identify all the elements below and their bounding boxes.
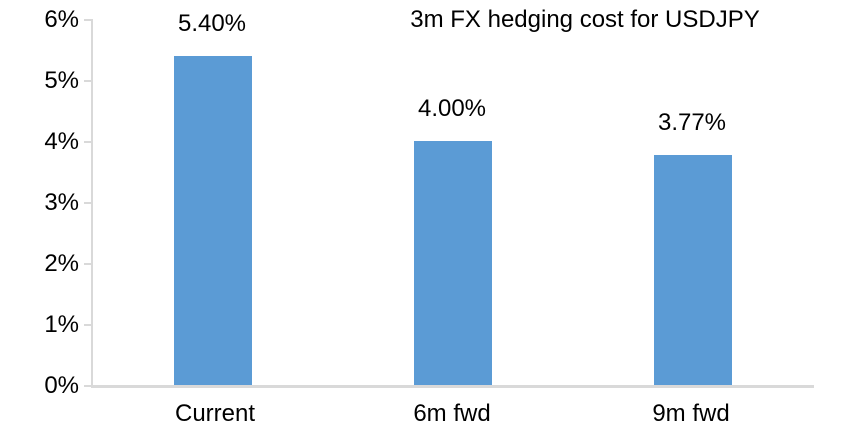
y-axis-label: 5% [44,67,79,94]
y-axis-label: 1% [44,311,79,338]
chart-title: 3m FX hedging cost for USDJPY [410,6,760,33]
bar-6m-fwd [414,141,492,385]
y-axis-tick [84,202,92,204]
y-axis-label: 2% [44,250,79,277]
x-axis-label-6m-fwd: 6m fwd [413,400,491,427]
value-label-6m-fwd: 4.00% [417,95,487,122]
y-axis-label: 4% [44,128,79,155]
y-axis-tick [84,141,92,143]
y-axis-tick [84,80,92,82]
bar-9m-fwd [654,155,732,385]
value-label-current: 5.40% [177,10,247,37]
x-axis-label-9m-fwd: 9m fwd [652,400,730,427]
y-axis-label: 0% [44,372,79,399]
x-axis-label-current: Current [174,400,256,427]
y-axis-tick [84,19,92,21]
y-axis-tick [84,385,92,387]
value-label-9m-fwd: 3.77% [657,109,727,136]
y-axis-label: 3% [44,189,79,216]
bar-current [174,56,252,385]
x-axis-line [91,385,814,388]
y-axis-label: 6% [44,6,79,33]
y-axis-tick [84,324,92,326]
y-axis-line [91,19,93,386]
y-axis-tick [84,263,92,265]
